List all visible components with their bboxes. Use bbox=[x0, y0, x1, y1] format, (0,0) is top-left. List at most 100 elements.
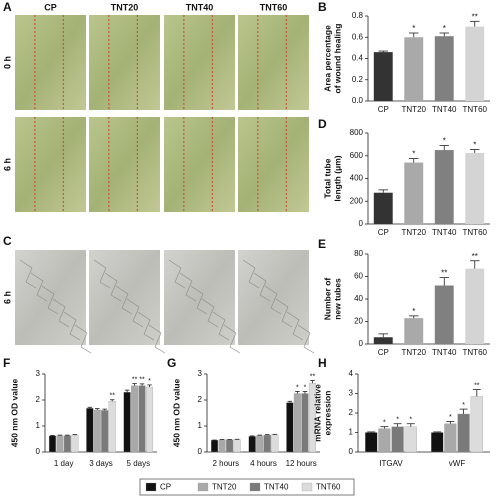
bar bbox=[93, 409, 101, 453]
panel-letter: B bbox=[318, 0, 327, 14]
tube-network bbox=[223, 324, 241, 354]
significance: ** bbox=[472, 252, 478, 261]
y-tick-label: 0 bbox=[349, 447, 354, 456]
panel-letter: H bbox=[318, 356, 327, 370]
bar bbox=[365, 432, 378, 453]
y-tick-label: 2 bbox=[36, 395, 41, 404]
y-tick-label: 0.8 bbox=[352, 11, 364, 20]
tube-network bbox=[74, 324, 92, 354]
bar bbox=[138, 385, 146, 453]
bar bbox=[123, 392, 131, 453]
x-tick-label: TNT60 bbox=[463, 348, 488, 357]
significance: * bbox=[412, 24, 415, 33]
y-tick-label: 400 bbox=[350, 174, 364, 183]
bar bbox=[301, 393, 309, 453]
y-tick-label: 60 bbox=[354, 272, 363, 281]
y-tick-label: 1 bbox=[198, 421, 203, 430]
y-tick-label: 0 bbox=[359, 219, 364, 228]
bar bbox=[271, 434, 279, 453]
micrograph bbox=[238, 250, 309, 345]
tube-network bbox=[212, 311, 230, 341]
legend-swatch bbox=[197, 482, 209, 492]
significance: * bbox=[443, 137, 446, 146]
y-tick-label: 0.2 bbox=[352, 75, 364, 84]
significance: * bbox=[412, 150, 415, 159]
legend-label: TNT60 bbox=[316, 483, 341, 492]
bar bbox=[444, 423, 457, 453]
significance: ** bbox=[310, 373, 316, 380]
legend-swatch bbox=[145, 482, 157, 492]
bar bbox=[293, 393, 301, 453]
tube-network bbox=[52, 298, 70, 328]
column-label: TNT20 bbox=[111, 2, 139, 12]
x-tick-label: 4 hours bbox=[250, 459, 277, 468]
micrograph bbox=[89, 117, 160, 212]
x-tick-label: TNT60 bbox=[463, 105, 488, 114]
x-tick-label: CP bbox=[378, 228, 389, 237]
y-axis-label: Number of bbox=[322, 278, 332, 321]
bar bbox=[146, 386, 154, 453]
y-tick-label: 20 bbox=[354, 317, 363, 326]
bar bbox=[226, 439, 234, 453]
row-label: 6 h bbox=[2, 291, 12, 304]
y-tick-label: 600 bbox=[350, 151, 364, 160]
y-tick-label: 40 bbox=[354, 294, 363, 303]
tube-network bbox=[168, 259, 186, 289]
tube-network bbox=[41, 285, 59, 315]
x-tick-label: 2 hours bbox=[212, 459, 239, 468]
y-axis-label: 450 nm OD value bbox=[9, 378, 19, 447]
y-tick-label: 0 bbox=[198, 447, 203, 456]
significance: ** bbox=[474, 382, 480, 389]
y-tick-label: 3 bbox=[349, 389, 354, 398]
micrograph bbox=[15, 117, 86, 212]
legend-frame bbox=[139, 478, 355, 496]
bar bbox=[434, 285, 454, 344]
significance: ** bbox=[109, 393, 115, 400]
tube-network bbox=[137, 311, 155, 341]
bar bbox=[465, 268, 485, 344]
bar bbox=[431, 432, 444, 453]
x-tick-label: ITGAV bbox=[379, 459, 403, 468]
tube-network bbox=[19, 259, 37, 289]
tube-network bbox=[275, 298, 293, 328]
significance: * bbox=[462, 402, 465, 409]
legend-label: CP bbox=[160, 483, 171, 492]
legend-label: TNT20 bbox=[212, 483, 237, 492]
micrograph bbox=[89, 250, 160, 345]
significance: ** bbox=[139, 377, 145, 384]
column-label: TNT40 bbox=[186, 2, 214, 12]
bar bbox=[63, 435, 71, 453]
micrograph bbox=[15, 250, 86, 345]
panel-letter: D bbox=[318, 117, 327, 131]
tube-network bbox=[148, 324, 166, 354]
y-axis-label: 450 nm OD value bbox=[171, 378, 181, 447]
x-tick-label: vWF bbox=[449, 459, 466, 468]
bar bbox=[218, 439, 226, 453]
significance: * bbox=[449, 414, 452, 421]
significance: * bbox=[296, 384, 299, 391]
bar bbox=[256, 435, 264, 453]
y-axis-label: length (μm) bbox=[332, 155, 342, 201]
bar bbox=[248, 436, 256, 453]
significance: * bbox=[148, 378, 151, 385]
micrograph bbox=[164, 15, 235, 110]
y-axis-label: Total tube bbox=[322, 158, 332, 198]
tube-network bbox=[104, 272, 122, 302]
panel-letter: C bbox=[3, 234, 12, 248]
bar bbox=[465, 152, 485, 224]
x-tick-label: 5 days bbox=[127, 459, 151, 468]
micrograph bbox=[238, 15, 309, 110]
x-tick-label: CP bbox=[378, 105, 389, 114]
x-tick-label: TNT20 bbox=[402, 228, 427, 237]
panel-letter: A bbox=[3, 0, 12, 14]
x-tick-label: TNT40 bbox=[432, 228, 457, 237]
tube-network bbox=[30, 272, 48, 302]
bar bbox=[404, 37, 424, 101]
bar bbox=[108, 401, 116, 453]
tube-network bbox=[63, 311, 81, 341]
significance: * bbox=[304, 384, 307, 391]
bar bbox=[56, 435, 64, 453]
bar bbox=[434, 36, 454, 101]
tube-network bbox=[126, 298, 144, 328]
